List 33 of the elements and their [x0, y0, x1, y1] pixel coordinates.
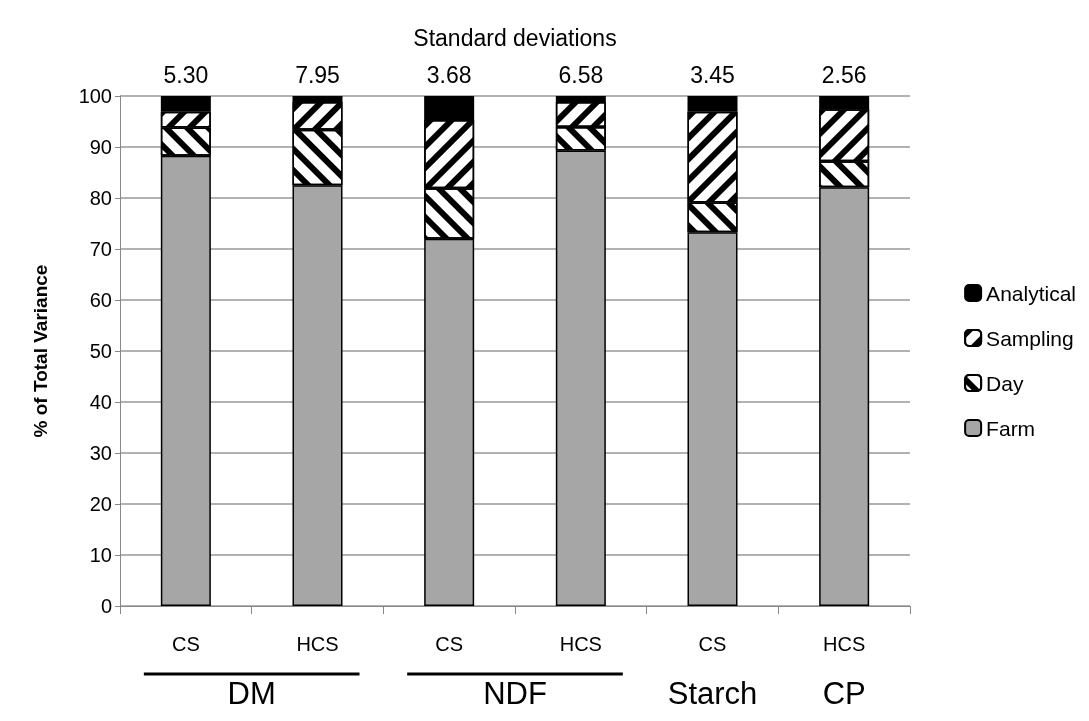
- y-tick-label: 20: [89, 493, 112, 515]
- text: Starch: [667, 676, 758, 711]
- legend-label: Day: [986, 371, 1024, 395]
- x-tick-label: CS: [698, 633, 727, 655]
- chart-title: Standard deviations: [413, 24, 617, 51]
- x-tick-label: HCS: [823, 633, 866, 655]
- text: 3.45: [690, 61, 735, 88]
- text: CP: [822, 676, 866, 711]
- text: NDF: [483, 676, 547, 711]
- y-tick-label: 30: [89, 442, 112, 464]
- y-axis-title: % of Total Variance: [30, 264, 51, 438]
- y-tick-label: 50: [89, 340, 112, 362]
- x-tick-label: HCS: [559, 633, 602, 655]
- x-tick-label: CS: [171, 633, 200, 655]
- text: 5.30: [163, 61, 209, 88]
- legend-label: Analytical: [986, 281, 1077, 305]
- text: 7.95: [295, 61, 340, 88]
- y-tick-label: 70: [89, 238, 112, 260]
- y-tick-label: 80: [89, 187, 112, 209]
- text: 2.56: [821, 61, 867, 88]
- y-tick-label: 10: [89, 544, 112, 566]
- x-tick-label: CS: [435, 633, 464, 655]
- legend-label: Sampling: [986, 326, 1074, 350]
- y-tick-label: 0: [100, 595, 112, 617]
- y-tick-label: 40: [89, 391, 112, 413]
- x-tick-label: HCS: [296, 633, 339, 655]
- text: 6.58: [558, 61, 604, 88]
- y-tick-label: 60: [89, 289, 112, 311]
- y-tick-label: 100: [78, 85, 112, 107]
- text: DM: [227, 676, 276, 711]
- text: 3.68: [426, 61, 472, 88]
- y-tick-label: 90: [89, 136, 112, 158]
- legend-label: Farm: [986, 416, 1036, 440]
